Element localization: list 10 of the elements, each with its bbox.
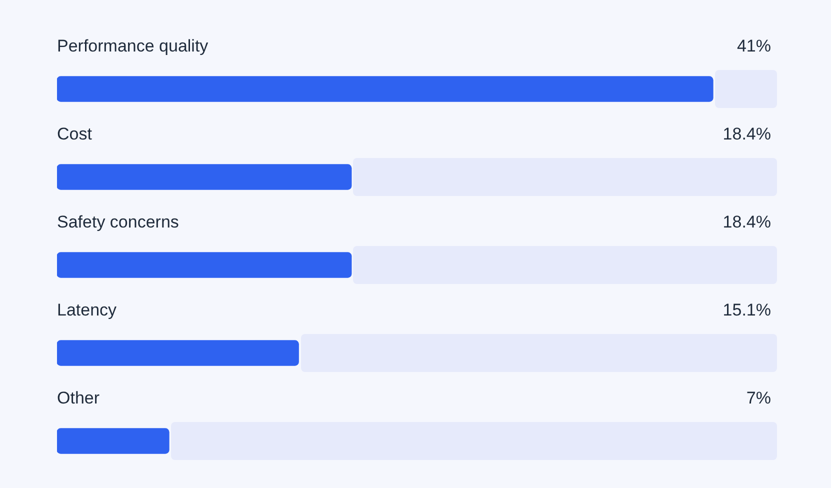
y-tick-label: Performance quality: [57, 36, 209, 56]
y-tick-label: Latency: [57, 300, 118, 320]
data-label: 7%: [746, 388, 771, 408]
y-tick-label: Safety concerns: [57, 212, 179, 232]
data-label: 41%: [736, 36, 771, 56]
data-label: 18.4%: [722, 212, 771, 232]
data-label: 15.1%: [722, 300, 771, 320]
y-tick-label: Other: [57, 388, 100, 408]
y-tick-label: Cost: [57, 124, 92, 144]
data-label: 18.4%: [722, 124, 771, 144]
